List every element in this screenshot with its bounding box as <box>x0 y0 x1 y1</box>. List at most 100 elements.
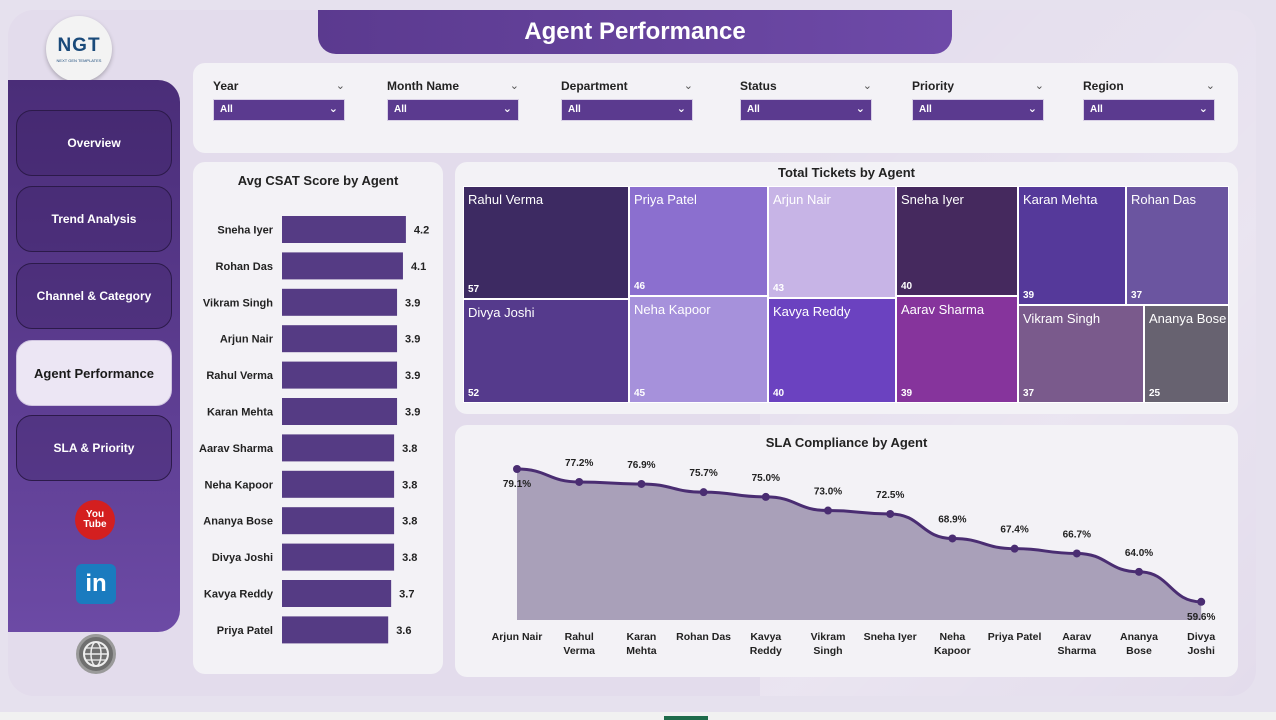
csat-bar <box>282 543 395 571</box>
treemap-tile[interactable]: Neha Kapoor 45 <box>629 296 768 403</box>
chevron-down-icon[interactable]: ⌄ <box>335 80 345 92</box>
treemap-tile-value: 37 <box>1023 388 1035 399</box>
active-tab-marker[interactable] <box>664 716 708 720</box>
filter-department-label: Department <box>561 79 628 93</box>
sla-axis-label: Divya <box>1187 631 1215 643</box>
nav-channel-category-button[interactable]: Channel & Category <box>16 263 172 329</box>
filter-month: Month Name ⌄ All ⌄ <box>387 79 519 121</box>
sla-axis-label: Neha <box>940 631 966 643</box>
chevron-down-icon[interactable]: ⌄ <box>862 80 872 92</box>
treemap-tile[interactable]: Sneha Iyer 40 <box>896 186 1018 296</box>
sla-axis-label: Kapoor <box>934 645 971 657</box>
sla-data-label: 67.4% <box>1000 525 1028 536</box>
treemap-tile-label: Sneha Iyer <box>901 192 964 207</box>
logo-text: NGT <box>57 35 101 56</box>
treemap-tile-value: 39 <box>901 388 913 399</box>
filter-status: Status ⌄ All ⌄ <box>740 79 872 121</box>
filter-priority: Priority ⌄ All ⌄ <box>912 79 1044 121</box>
treemap-tile[interactable]: Aarav Sharma 39 <box>896 296 1018 403</box>
treemap-tile[interactable]: Arjun Nair 43 <box>768 186 896 298</box>
treemap-tile[interactable]: Vikram Singh 37 <box>1018 305 1144 403</box>
sla-data-label: 75.0% <box>752 473 780 484</box>
treemap-tile[interactable]: Rahul Verma 57 <box>463 186 629 299</box>
sla-data-label: 59.6% <box>1187 612 1215 623</box>
filter-month-value: All <box>394 104 407 115</box>
csat-bar <box>282 252 403 280</box>
csat-category-label: Vikram Singh <box>203 297 273 309</box>
sla-axis-label: Karan <box>627 631 657 643</box>
csat-category-label: Divya Joshi <box>212 552 273 564</box>
logo-subtitle: NEXT GEN TEMPLATES <box>56 58 102 63</box>
nav-agent-performance-button[interactable]: Agent Performance <box>16 340 172 406</box>
csat-bar <box>282 470 395 498</box>
sla-axis-label: Aarav <box>1062 631 1091 643</box>
csat-category-label: Rahul Verma <box>206 370 274 382</box>
sla-data-label: 76.9% <box>627 460 655 471</box>
csat-bar <box>282 361 398 389</box>
filter-year-dropdown[interactable]: All ⌄ <box>213 99 345 121</box>
nav-overview-button[interactable]: Overview <box>16 110 172 176</box>
treemap-tile-value: 37 <box>1131 290 1143 301</box>
treemap-tile-label: Ananya Bose <box>1149 311 1227 326</box>
filter-region: Region ⌄ All ⌄ <box>1083 79 1215 121</box>
filter-status-value: All <box>747 104 760 115</box>
treemap-tile-value: 25 <box>1149 388 1161 399</box>
youtube-text-top: You <box>85 509 105 520</box>
csat-chart-card: Avg CSAT Score by Agent Sneha Iyer 4.2 Roh… <box>193 162 443 674</box>
csat-category-label: Arjun Nair <box>220 334 274 346</box>
nav-trend-analysis-button[interactable]: Trend Analysis <box>16 186 172 252</box>
treemap-tile[interactable]: Divya Joshi 52 <box>463 299 629 403</box>
treemap-tile-label: Vikram Singh <box>1023 311 1101 326</box>
csat-value-label: 3.9 <box>405 407 420 419</box>
treemap-tile[interactable]: Priya Patel 46 <box>629 186 768 296</box>
chevron-down-icon[interactable]: ⌄ <box>683 80 693 92</box>
treemap-tile-value: 39 <box>1023 290 1035 301</box>
ngt-logo[interactable]: NGT NEXT GEN TEMPLATES <box>46 16 112 82</box>
csat-category-label: Priya Patel <box>217 625 273 637</box>
treemap-tile-label: Rahul Verma <box>468 192 544 207</box>
sla-data-point <box>1197 597 1206 606</box>
csat-category-label: Sneha Iyer <box>217 225 273 237</box>
youtube-icon[interactable]: You Tube <box>75 500 115 540</box>
treemap-tile[interactable]: Ananya Bose 25 <box>1144 305 1229 403</box>
filter-region-dropdown[interactable]: All ⌄ <box>1083 99 1215 121</box>
treemap-tile[interactable]: Karan Mehta 39 <box>1018 186 1126 305</box>
treemap-tile[interactable]: Kavya Reddy 40 <box>768 298 896 403</box>
sla-data-point <box>824 506 832 515</box>
treemap-tile-label: Karan Mehta <box>1023 192 1098 207</box>
filter-department: Department ⌄ All ⌄ <box>561 79 693 121</box>
chevron-down-icon[interactable]: ⌄ <box>509 80 519 92</box>
csat-value-label: 3.9 <box>405 297 420 309</box>
filter-year: Year ⌄ All ⌄ <box>213 79 345 121</box>
filter-priority-label: Priority <box>912 79 955 93</box>
chevron-down-icon: ⌄ <box>855 103 865 115</box>
csat-category-label: Neha Kapoor <box>205 479 274 491</box>
csat-bar <box>282 288 398 316</box>
csat-value-label: 3.9 <box>405 370 420 382</box>
chevron-down-icon: ⌄ <box>676 103 686 115</box>
csat-value-label: 3.8 <box>402 443 417 455</box>
filter-month-dropdown[interactable]: All ⌄ <box>387 99 519 121</box>
treemap-tile-label: Divya Joshi <box>468 305 535 320</box>
chevron-down-icon: ⌄ <box>328 103 338 115</box>
chevron-down-icon[interactable]: ⌄ <box>1205 80 1215 92</box>
linkedin-icon[interactable]: in <box>76 564 116 604</box>
sla-axis-label: Rahul <box>565 631 594 643</box>
filter-status-dropdown[interactable]: All ⌄ <box>740 99 872 121</box>
csat-category-label: Ananya Bose <box>203 516 273 528</box>
csat-value-label: 3.8 <box>402 552 417 564</box>
sla-axis-label: Sneha Iyer <box>864 631 917 643</box>
sla-axis-label: Vikram <box>811 631 846 643</box>
sla-data-point <box>513 465 521 473</box>
sla-chart-title: SLA Compliance by Agent <box>765 435 928 450</box>
chevron-down-icon[interactable]: ⌄ <box>1034 80 1044 92</box>
treemap-tile[interactable]: Rohan Das 37 <box>1126 186 1229 305</box>
filter-priority-dropdown[interactable]: All ⌄ <box>912 99 1044 121</box>
website-globe-icon[interactable] <box>76 634 116 674</box>
filter-department-dropdown[interactable]: All ⌄ <box>561 99 693 121</box>
sla-data-point <box>637 479 646 488</box>
sla-data-label: 75.7% <box>689 468 717 479</box>
csat-value-label: 3.8 <box>402 479 417 491</box>
youtube-text-bottom: Tube <box>83 519 107 530</box>
nav-sla-priority-button[interactable]: SLA & Priority <box>16 415 172 481</box>
